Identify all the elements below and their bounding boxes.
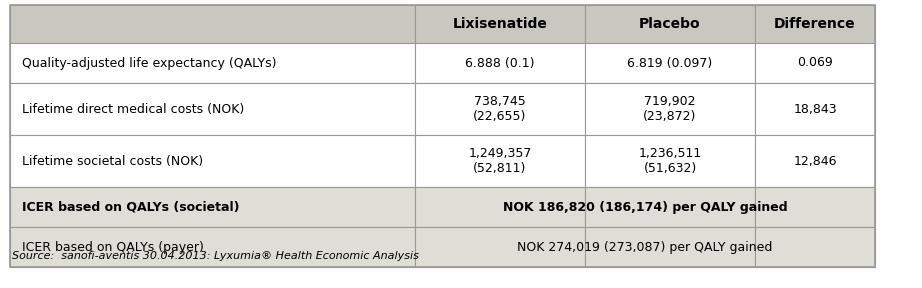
Text: ICER based on QALYs (payer): ICER based on QALYs (payer) [22, 240, 204, 253]
Bar [415, 227, 585, 267]
Bar [585, 5, 755, 43]
Text: Placebo: Placebo [639, 17, 701, 31]
Bar [585, 43, 755, 83]
Bar [755, 135, 875, 187]
Bar [415, 135, 585, 187]
Text: ICER based on QALYs (societal): ICER based on QALYs (societal) [22, 200, 240, 213]
Text: Lifetime direct medical costs (NOK): Lifetime direct medical costs (NOK) [22, 103, 244, 115]
Text: 18,843: 18,843 [793, 103, 837, 115]
Bar [585, 187, 755, 227]
Bar [585, 135, 755, 187]
Text: Lifetime societal costs (NOK): Lifetime societal costs (NOK) [22, 154, 203, 168]
Bar [755, 43, 875, 83]
Bar [415, 43, 585, 83]
Text: Source:  sanofi-aventis 30.04.2013: Lyxumia® Health Economic Analysis: Source: sanofi-aventis 30.04.2013: Lyxum… [12, 251, 419, 261]
Bar [10, 135, 415, 187]
Bar [755, 187, 875, 227]
Bar [10, 83, 415, 135]
Text: 6.819 (0.097): 6.819 (0.097) [627, 56, 713, 69]
Bar [415, 5, 585, 43]
Text: 719,902
(23,872): 719,902 (23,872) [644, 95, 697, 123]
Text: Difference: Difference [774, 17, 856, 31]
Text: NOK 274,019 (273,087) per QALY gained: NOK 274,019 (273,087) per QALY gained [517, 240, 773, 253]
Text: 0.069: 0.069 [798, 56, 833, 69]
Text: Quality-adjusted life expectancy (QALYs): Quality-adjusted life expectancy (QALYs) [22, 56, 277, 69]
Bar [585, 83, 755, 135]
Bar [10, 43, 415, 83]
Bar [10, 187, 415, 227]
Bar [415, 83, 585, 135]
Bar [10, 5, 415, 43]
Bar [755, 83, 875, 135]
Bar [755, 227, 875, 267]
Bar [585, 227, 755, 267]
Bar [10, 227, 415, 267]
Text: 1,249,357
(52,811): 1,249,357 (52,811) [468, 147, 532, 175]
Text: 1,236,511
(51,632): 1,236,511 (51,632) [638, 147, 702, 175]
Bar [415, 187, 585, 227]
Bar [755, 5, 875, 43]
Text: 738,745
(22,655): 738,745 (22,655) [473, 95, 526, 123]
Text: NOK 186,820 (186,174) per QALY gained: NOK 186,820 (186,174) per QALY gained [502, 200, 787, 213]
Text: 6.888 (0.1): 6.888 (0.1) [466, 56, 535, 69]
Text: Lixisenatide: Lixisenatide [453, 17, 548, 31]
Text: 12,846: 12,846 [793, 154, 837, 168]
